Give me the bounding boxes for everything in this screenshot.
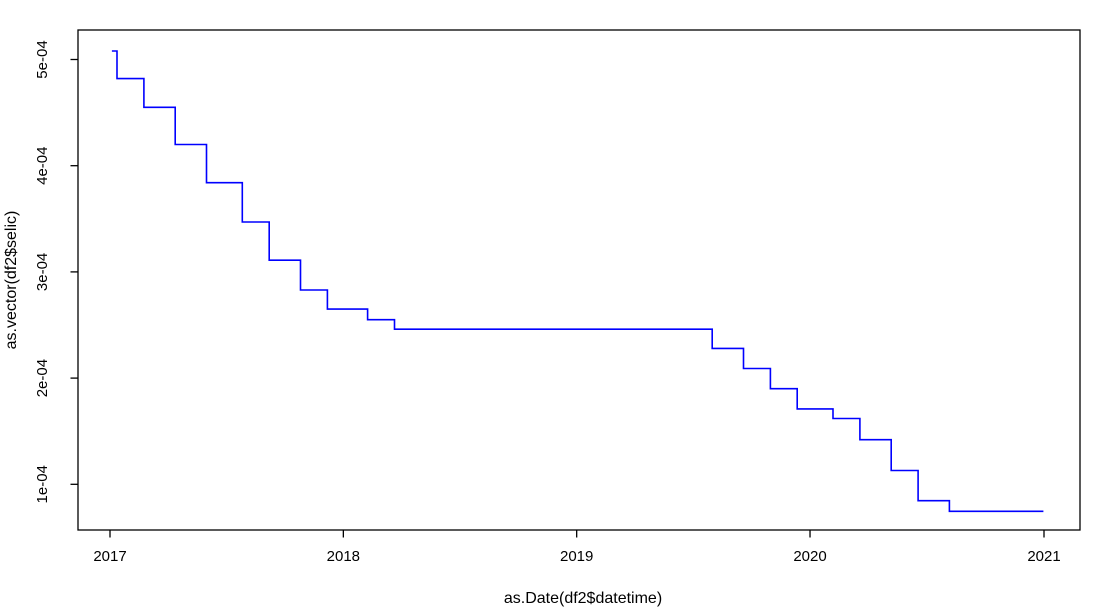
y-axis-tick-label: 2e-04 (34, 359, 51, 397)
chart-generated-layer: 2017 2018 2019 2020 2021 1e-04 2e-04 3e-04 4e-04… (34, 29, 1081, 565)
x-axis-tick-label: 2021 (1027, 548, 1060, 565)
y-axis-title: as.vector(df2$selic) (3, 211, 20, 350)
y-axis-tick-label: 1e-04 (34, 465, 51, 503)
x-axis-tick-label: 2019 (560, 548, 593, 565)
plot-border (77, 29, 1081, 531)
x-axis-title: as.Date(df2$datetime) (504, 590, 662, 607)
y-axis-tick-label: 3e-04 (34, 253, 51, 291)
x-axis-tick-label: 2018 (327, 548, 360, 565)
x-axis-tick-label: 2020 (793, 548, 826, 565)
x-axis-tick-label: 2017 (93, 548, 126, 565)
y-axis-tick-label: 5e-04 (34, 40, 51, 78)
selic-step-line (111, 50, 1044, 513)
y-axis-tick-label: 4e-04 (34, 147, 51, 185)
